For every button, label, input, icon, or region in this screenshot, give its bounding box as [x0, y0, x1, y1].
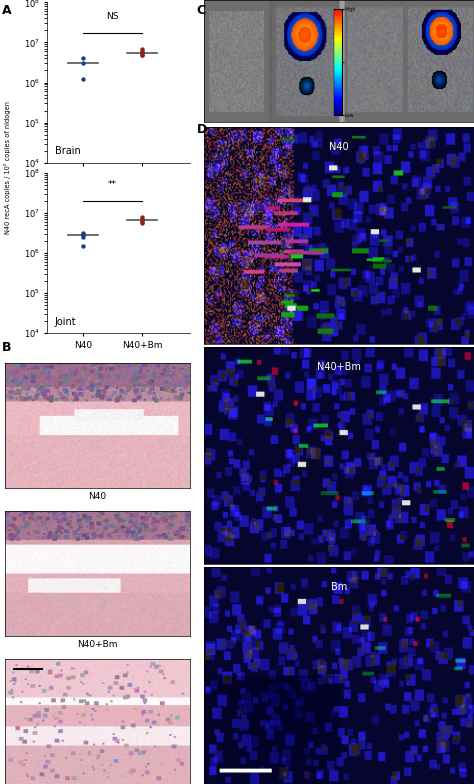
Text: NS: NS	[106, 12, 119, 20]
Text: Brain: Brain	[55, 147, 80, 156]
Text: Bm: Bm	[331, 583, 347, 592]
Text: N40+Bm: N40+Bm	[77, 640, 118, 649]
Point	[138, 45, 146, 58]
Text: N40: N40	[88, 492, 106, 501]
Point	[138, 213, 146, 226]
Text: B: B	[2, 341, 12, 354]
Text: D: D	[197, 123, 207, 136]
Text: N40+Bm: N40+Bm	[317, 362, 361, 372]
Point	[138, 42, 146, 55]
Point	[79, 53, 87, 65]
Text: Joint: Joint	[55, 317, 76, 327]
Point	[138, 217, 146, 230]
Point	[138, 46, 146, 59]
Point	[79, 227, 87, 239]
Point	[79, 229, 87, 241]
Point	[138, 49, 146, 61]
Point	[79, 57, 87, 70]
Text: C: C	[197, 4, 206, 17]
Point	[138, 216, 146, 228]
Point	[79, 240, 87, 252]
Point	[138, 211, 146, 223]
Text: N40 recA copies / 10⁵ copies of nidogen: N40 recA copies / 10⁵ copies of nidogen	[4, 101, 10, 234]
Point	[79, 227, 87, 240]
Point	[138, 49, 146, 61]
Point	[79, 230, 87, 243]
Text: A: A	[2, 4, 12, 17]
Point	[138, 214, 146, 227]
Text: **: **	[108, 180, 117, 189]
Point	[79, 73, 87, 85]
Text: N40: N40	[329, 142, 349, 152]
